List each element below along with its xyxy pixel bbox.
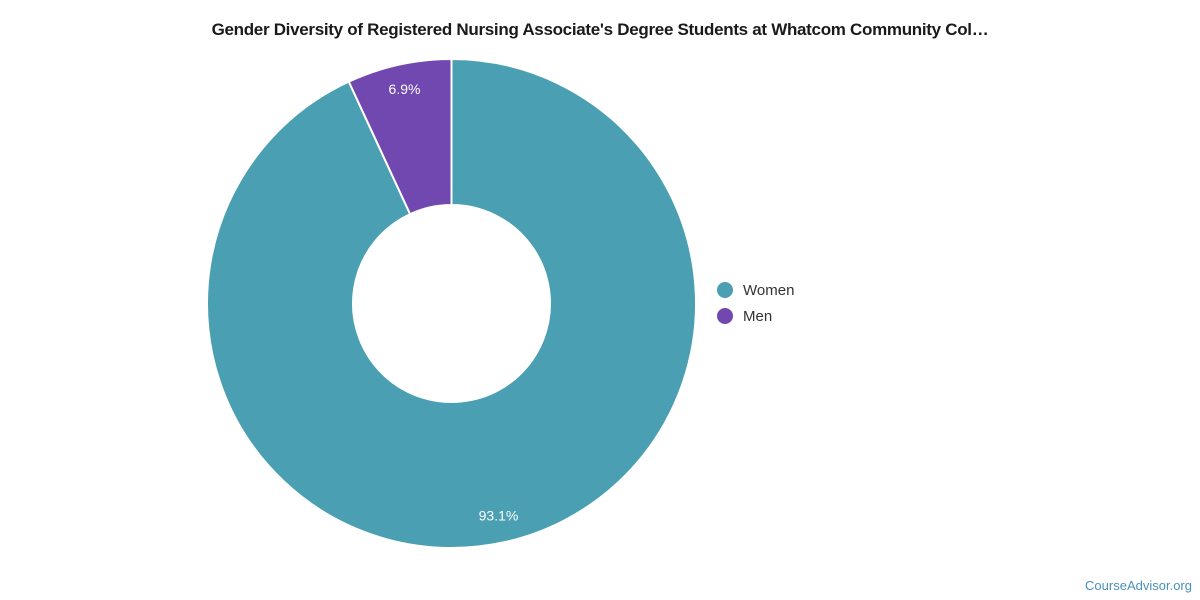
pie-slice-men[interactable] (347, 58, 453, 216)
slice-value-label-women: 93.1% (479, 508, 519, 524)
legend-label-women: Women (743, 281, 795, 299)
slice-value-label-men: 6.9% (389, 81, 421, 97)
legend-item-men[interactable]: Men (717, 303, 794, 329)
legend-label-men: Men (743, 307, 773, 325)
legend: Women Men (717, 277, 794, 329)
watermark-link[interactable]: CourseAdvisor.org (1085, 578, 1192, 593)
legend-dot-women-icon (717, 282, 733, 298)
legend-dot-men-icon (717, 308, 733, 324)
pie-slice-women[interactable] (206, 58, 697, 549)
chart-title: Gender Diversity of Registered Nursing A… (211, 20, 989, 39)
legend-item-women[interactable]: Women (717, 277, 794, 303)
